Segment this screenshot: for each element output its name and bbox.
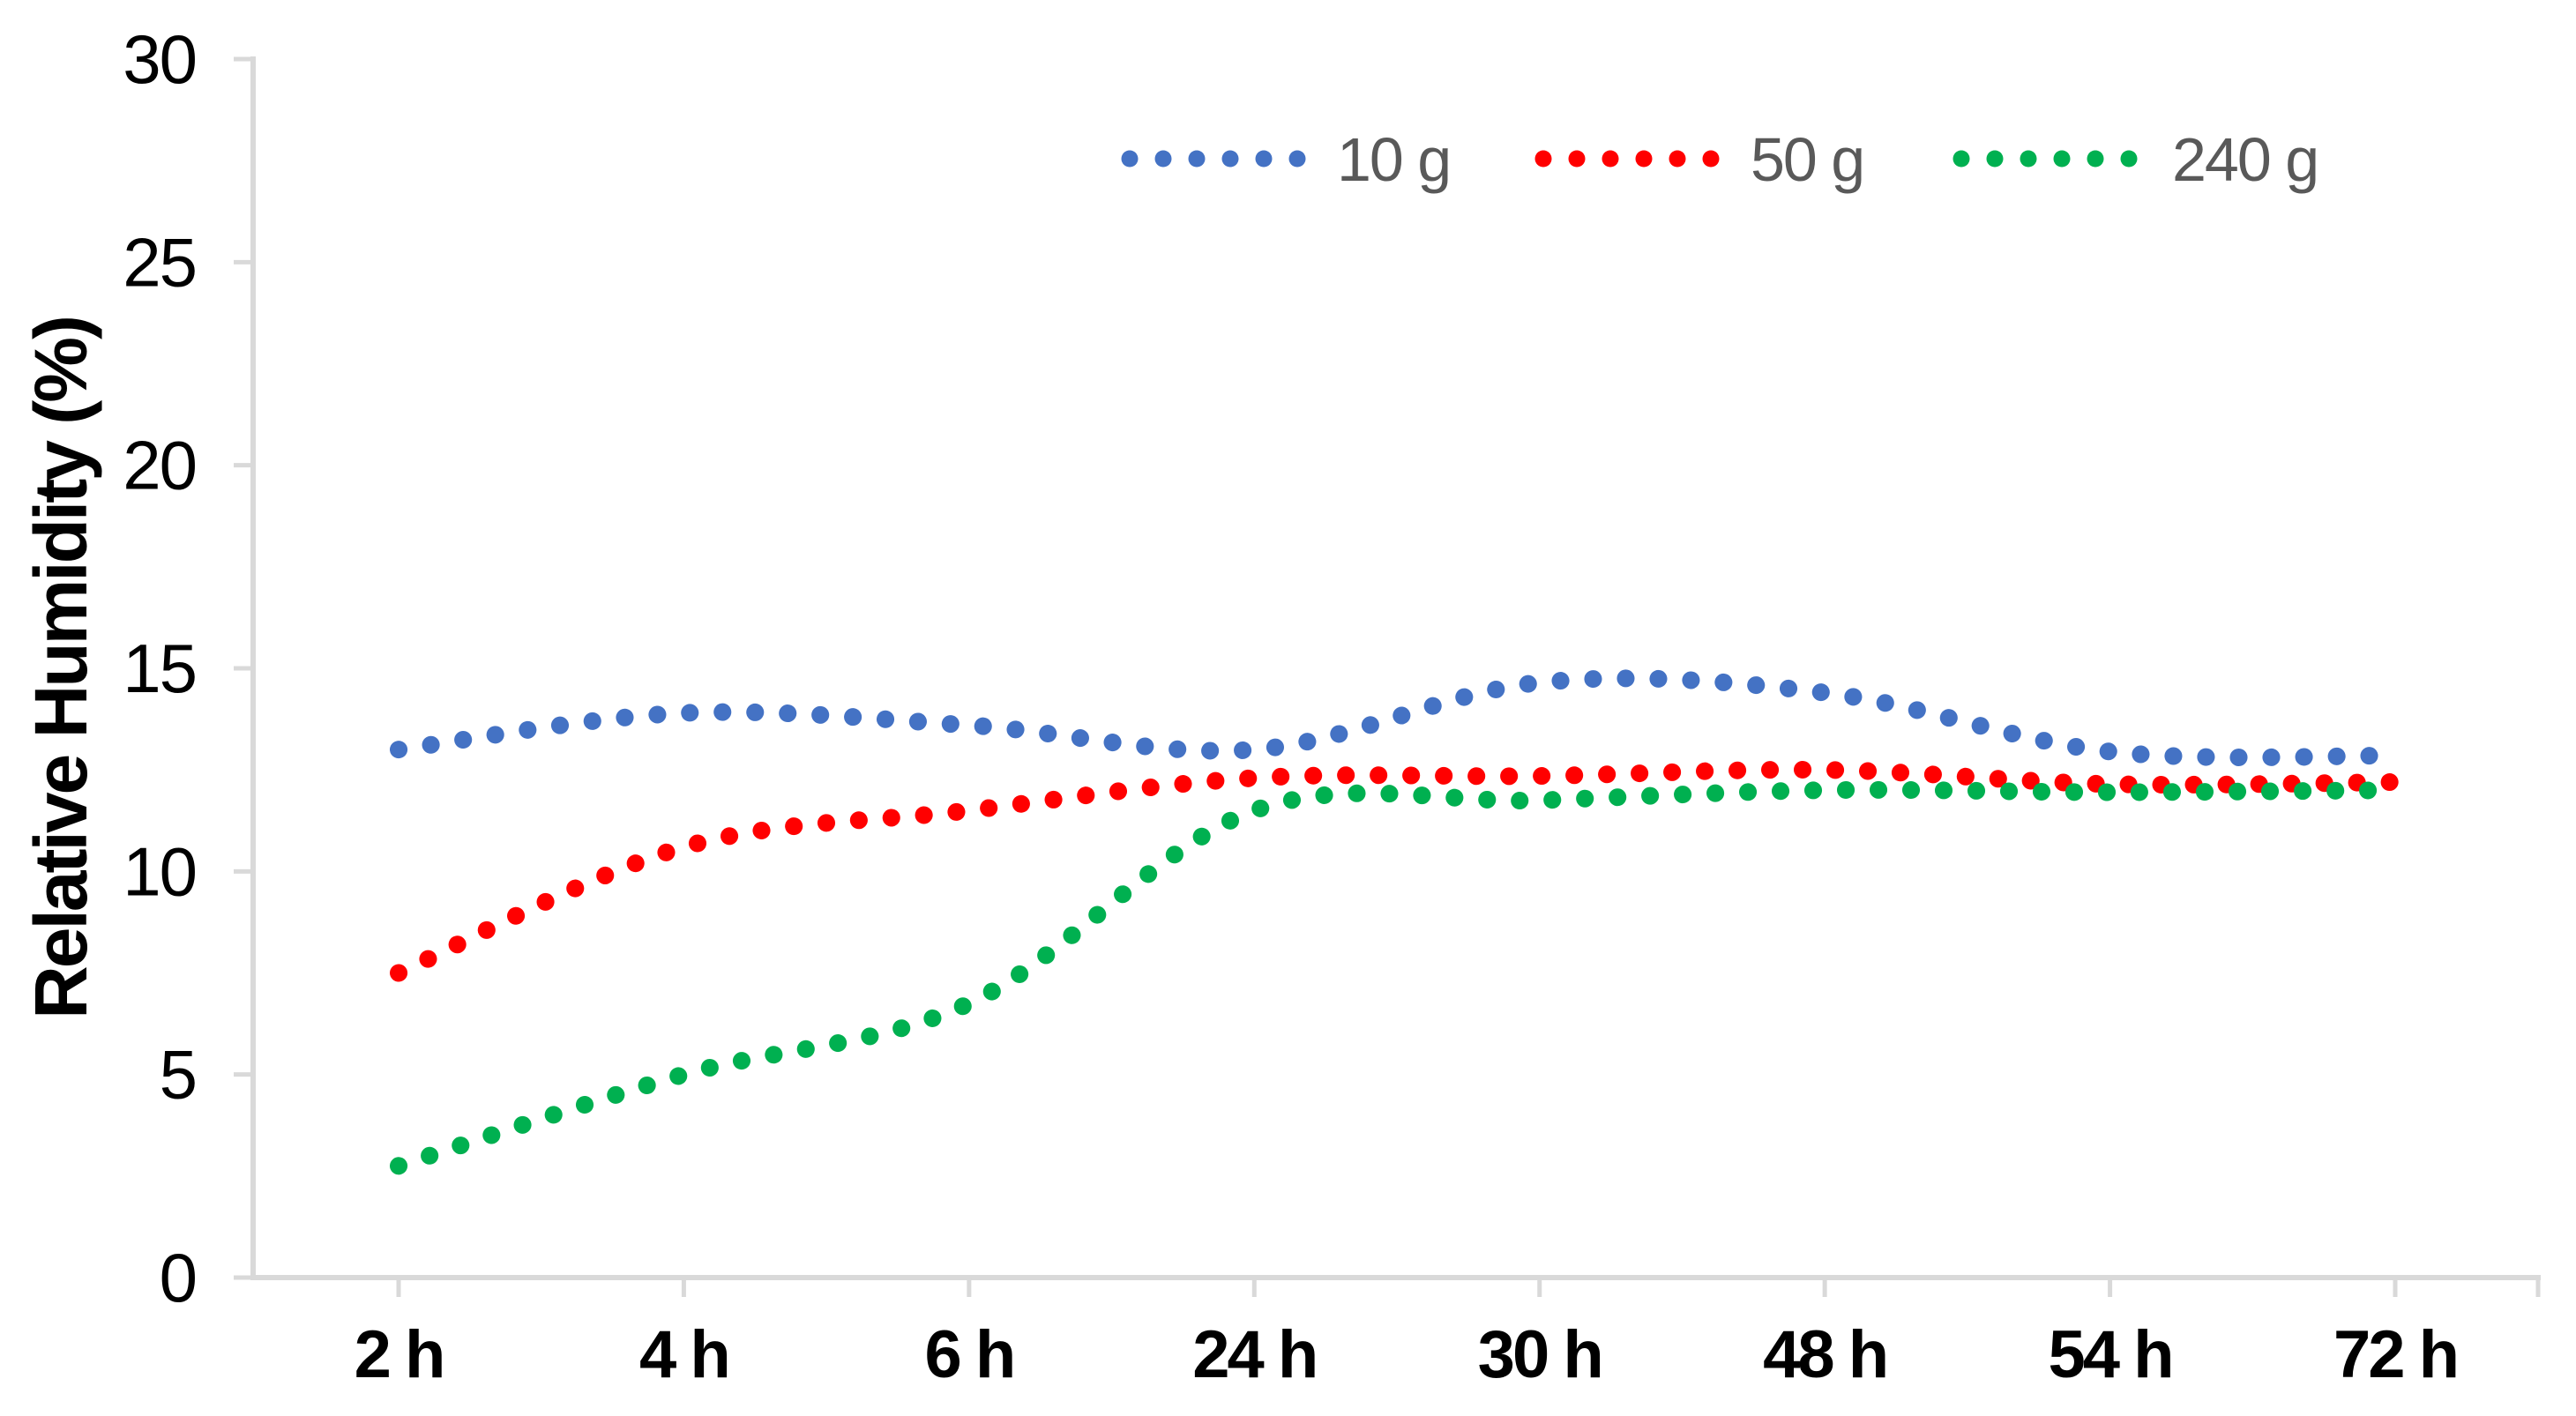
legend-entry-240-g: 240 g bbox=[1953, 125, 2319, 194]
y-tick-label: 15 bbox=[123, 630, 196, 707]
legend-marker-dot bbox=[2020, 150, 2037, 168]
y-axis-tick-labels: 0 5 10 15 20 25 30 bbox=[123, 20, 198, 1316]
legend-marker-dot bbox=[1154, 150, 1172, 168]
legend-label: 50 g bbox=[1751, 125, 1863, 194]
legend: 10 g 50 g 240 g bbox=[1121, 125, 2319, 194]
y-tick-label: 20 bbox=[123, 427, 196, 504]
legend-marker-dot bbox=[1986, 150, 2004, 168]
y-tick-label: 30 bbox=[123, 20, 196, 98]
data-series bbox=[390, 669, 2405, 1175]
legend-label: 240 g bbox=[2172, 125, 2318, 194]
legend-marker-dot bbox=[2120, 150, 2138, 168]
legend-marker-dot bbox=[1288, 150, 1306, 168]
legend-marker-dot bbox=[1568, 150, 1586, 168]
x-tick-label: 6 h bbox=[924, 1317, 1013, 1392]
x-tick-label: 30 h bbox=[1478, 1317, 1602, 1392]
legend-marker-dot bbox=[1602, 150, 1619, 168]
legend-marker-dot bbox=[1702, 150, 1720, 168]
legend-entry-50-g: 50 g bbox=[1534, 125, 1865, 194]
x-tick-label: 2 h bbox=[355, 1317, 444, 1392]
legend-entry-10-g: 10 g bbox=[1121, 125, 1452, 194]
y-axis-title: Relative Humidity (%) bbox=[19, 317, 102, 1019]
x-tick-label: 48 h bbox=[1763, 1317, 1886, 1392]
x-tick-label: 4 h bbox=[639, 1317, 728, 1392]
legend-marker-dot bbox=[1953, 150, 1970, 168]
legend-marker-dot bbox=[2053, 150, 2071, 168]
legend-marker-dot bbox=[1669, 150, 1686, 168]
legend-marker-dot bbox=[1188, 150, 1206, 168]
y-tick-label: 0 bbox=[160, 1239, 196, 1316]
legend-marker-dot bbox=[1221, 150, 1239, 168]
legend-marker-dot bbox=[2087, 150, 2104, 168]
x-tick-label: 54 h bbox=[2049, 1317, 2172, 1392]
y-tick-label: 10 bbox=[123, 832, 196, 910]
y-tick-label: 5 bbox=[160, 1036, 196, 1114]
y-tick-label: 25 bbox=[123, 223, 196, 301]
x-tick-label: 72 h bbox=[2333, 1317, 2457, 1392]
legend-marker-dot bbox=[1534, 150, 1552, 168]
x-axis-tick-labels: 2 h 4 h 6 h 24 h 30 h 48 h 54 h 72 h bbox=[355, 1317, 2460, 1392]
legend-marker-dot bbox=[1255, 150, 1273, 168]
legend-marker-dot bbox=[1121, 150, 1139, 168]
axes bbox=[234, 56, 2541, 1297]
series-line-10-g bbox=[390, 669, 2405, 767]
legend-marker-dot bbox=[1635, 150, 1653, 168]
series-line-240-g bbox=[390, 780, 2405, 1175]
legend-label: 10 g bbox=[1337, 125, 1450, 194]
series-line-50-g bbox=[390, 760, 2405, 982]
x-tick-label: 24 h bbox=[1192, 1317, 1316, 1392]
